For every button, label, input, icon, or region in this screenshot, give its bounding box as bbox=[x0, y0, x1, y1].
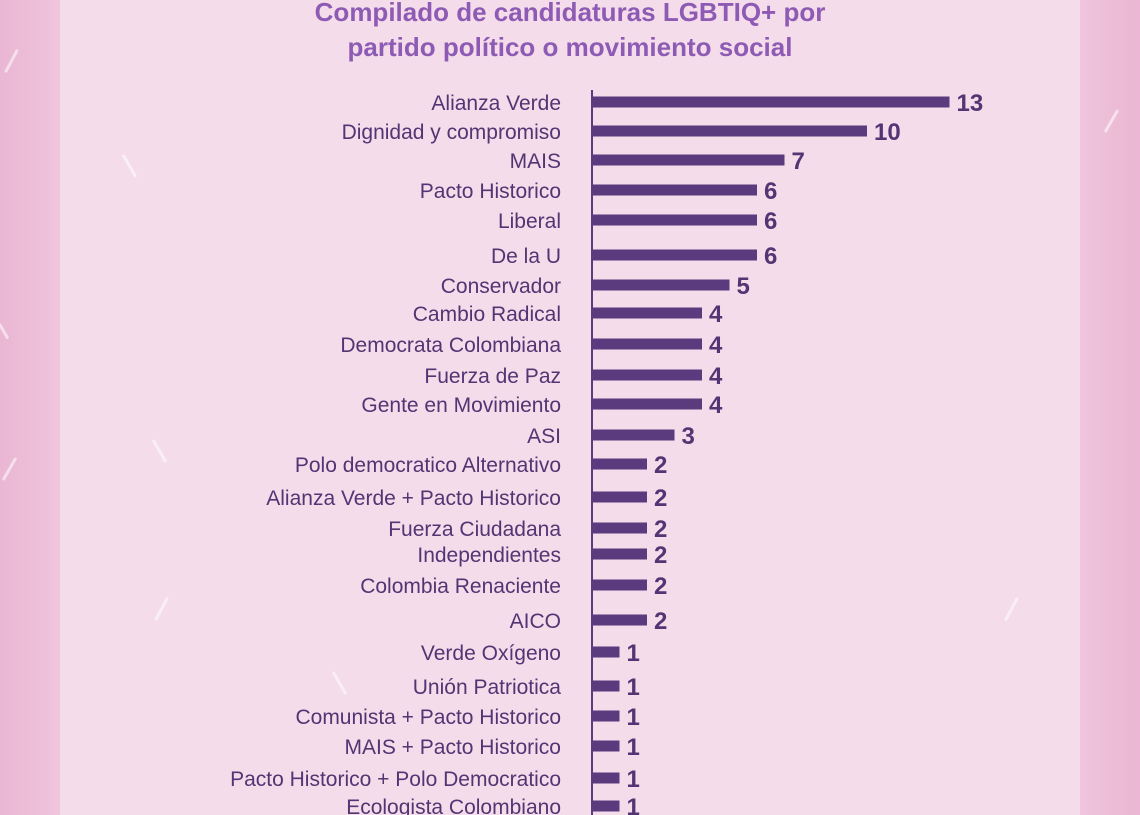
data-label: 6 bbox=[764, 208, 777, 235]
chart-title-line-2: partido político o movimiento social bbox=[347, 32, 793, 62]
category-label: Comunista + Pacto Historico bbox=[295, 706, 561, 729]
bar bbox=[592, 429, 675, 441]
bar bbox=[592, 800, 620, 812]
bar bbox=[592, 491, 647, 503]
data-label: 2 bbox=[654, 573, 667, 600]
data-label: 1 bbox=[627, 640, 640, 667]
data-label: 4 bbox=[709, 392, 723, 419]
bar bbox=[592, 307, 702, 319]
data-label: 6 bbox=[764, 243, 777, 270]
category-label: Pacto Historico bbox=[420, 180, 561, 203]
category-label: Colombia Renaciente bbox=[360, 575, 561, 598]
data-label: 1 bbox=[627, 734, 640, 761]
bar bbox=[592, 579, 647, 591]
data-label: 1 bbox=[627, 794, 640, 815]
category-label: Democrata Colombiana bbox=[340, 334, 561, 357]
bar bbox=[592, 710, 620, 722]
data-label: 13 bbox=[957, 90, 984, 117]
bar bbox=[592, 522, 647, 534]
category-label: Ecologista Colombiano bbox=[346, 796, 561, 815]
bar bbox=[592, 184, 757, 196]
bar bbox=[592, 740, 620, 752]
data-label: 1 bbox=[627, 704, 640, 731]
category-label: De la U bbox=[491, 245, 561, 268]
category-label: MAIS + Pacto Historico bbox=[345, 736, 562, 759]
category-label: MAIS bbox=[510, 150, 561, 173]
data-label: 4 bbox=[709, 332, 723, 359]
category-label: Pacto Historico + Polo Democratico bbox=[230, 768, 561, 791]
data-label: 2 bbox=[654, 485, 667, 512]
data-label: 3 bbox=[682, 423, 695, 450]
data-label: 2 bbox=[654, 542, 667, 569]
category-label: Unión Patriotica bbox=[413, 676, 562, 699]
data-label: 2 bbox=[654, 516, 667, 543]
bar bbox=[592, 279, 730, 291]
category-label: Alianza Verde + Pacto Historico bbox=[266, 487, 561, 510]
data-label: 4 bbox=[709, 301, 723, 328]
data-label: 4 bbox=[709, 363, 723, 390]
chart-panel bbox=[60, 0, 1080, 815]
data-label: 5 bbox=[737, 273, 750, 300]
chart-title-line-1: Compilado de candidaturas LGBTIQ+ por bbox=[314, 0, 826, 27]
category-label: Dignidad y compromiso bbox=[342, 121, 561, 144]
bar bbox=[592, 214, 757, 226]
category-label: Conservador bbox=[441, 275, 561, 298]
bar bbox=[592, 646, 620, 658]
bar bbox=[592, 249, 757, 261]
category-label: Fuerza Ciudadana bbox=[388, 518, 561, 541]
bar bbox=[592, 680, 620, 692]
bar bbox=[592, 369, 702, 381]
data-label: 1 bbox=[627, 674, 640, 701]
category-label: ASI bbox=[527, 425, 561, 448]
bar bbox=[592, 398, 702, 410]
data-label: 1 bbox=[627, 766, 640, 793]
category-label: Liberal bbox=[498, 210, 561, 233]
bar bbox=[592, 125, 867, 137]
data-label: 2 bbox=[654, 452, 667, 479]
data-label: 10 bbox=[874, 119, 901, 146]
bar bbox=[592, 772, 620, 784]
category-label: Gente en Movimiento bbox=[361, 394, 561, 417]
category-label: Cambio Radical bbox=[413, 303, 561, 326]
category-label: Fuerza de Paz bbox=[424, 365, 561, 388]
bar bbox=[592, 548, 647, 560]
data-label: 2 bbox=[654, 608, 667, 635]
bar bbox=[592, 458, 647, 470]
category-label: Alianza Verde bbox=[431, 92, 561, 115]
bar bbox=[592, 614, 647, 626]
bar bbox=[592, 154, 785, 166]
category-label: Verde Oxígeno bbox=[421, 642, 561, 665]
category-label: Polo democratico Alternativo bbox=[295, 454, 561, 477]
bar bbox=[592, 338, 702, 350]
data-label: 6 bbox=[764, 178, 777, 205]
bar bbox=[592, 96, 950, 108]
category-label: AICO bbox=[510, 610, 561, 633]
data-label: 7 bbox=[792, 148, 805, 175]
category-label: Independientes bbox=[417, 544, 561, 567]
